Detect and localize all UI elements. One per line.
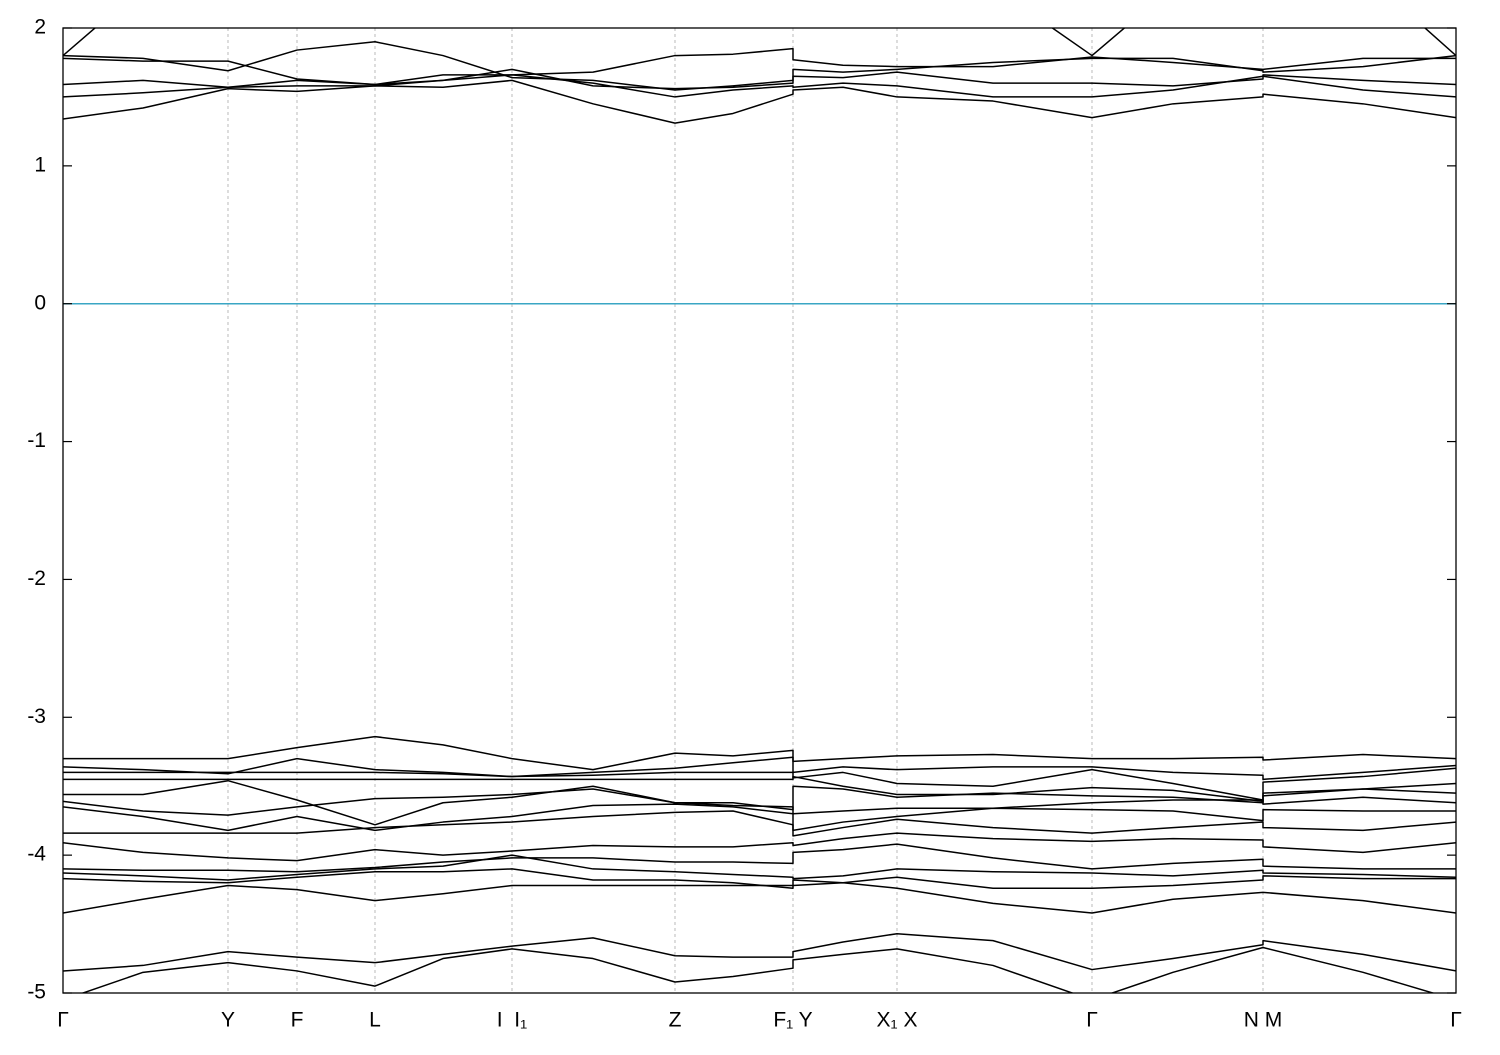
band-line xyxy=(63,735,1456,771)
y-tick-label: 1 xyxy=(34,153,46,176)
band-line xyxy=(63,74,1456,98)
band-line xyxy=(80,946,1436,993)
grid xyxy=(227,28,1264,993)
band-line xyxy=(63,68,1456,90)
axes: 2 1 0 -1 -2 -3 -4 -5 Γ Y F L I I₁ Z F₁ Y X₁ X Γ N M Γ xyxy=(27,16,1461,1032)
band-line xyxy=(63,881,1456,914)
x-tick-label: Γ xyxy=(1450,1009,1462,1032)
y-tick-label: 0 xyxy=(34,291,46,314)
band-line xyxy=(63,28,1456,57)
y-tick-label: -1 xyxy=(27,429,46,452)
band-line xyxy=(63,79,1456,124)
x-tick-label: X₁ X xyxy=(877,1009,918,1032)
band-line xyxy=(63,832,1456,862)
plot-area xyxy=(63,28,1456,993)
y-tick-label: -4 xyxy=(27,843,46,866)
band-line xyxy=(63,47,1456,86)
y-tick-label: 2 xyxy=(34,16,46,39)
band-line xyxy=(63,803,1456,832)
x-tick-label: Y xyxy=(221,1009,235,1032)
x-tick-label: Γ xyxy=(1086,1009,1098,1032)
band-line xyxy=(63,41,1456,91)
x-tick-label: I I₁ xyxy=(497,1009,527,1032)
y-tick-label: -2 xyxy=(27,567,46,590)
y-tick-label: -5 xyxy=(27,981,46,1004)
band-line xyxy=(63,779,1456,826)
y-tick-label: -3 xyxy=(27,705,46,728)
band-line xyxy=(63,854,1456,881)
band-line xyxy=(63,788,1456,816)
band-line xyxy=(63,775,1456,803)
x-tick-label: F xyxy=(291,1009,304,1032)
band-line xyxy=(63,932,1456,972)
band-line xyxy=(63,756,1456,781)
band-line xyxy=(63,810,1456,837)
band-line xyxy=(63,843,1456,873)
x-tick-label: L xyxy=(369,1009,381,1032)
x-tick-label: F₁ Y xyxy=(773,1009,812,1032)
band-line xyxy=(63,868,1456,889)
x-tick-label: Z xyxy=(669,1009,682,1032)
band-line xyxy=(63,767,1456,801)
x-tick-label: N M xyxy=(1244,1009,1283,1032)
x-tick-label: Γ xyxy=(57,1009,69,1032)
plot-frame xyxy=(62,27,1457,994)
